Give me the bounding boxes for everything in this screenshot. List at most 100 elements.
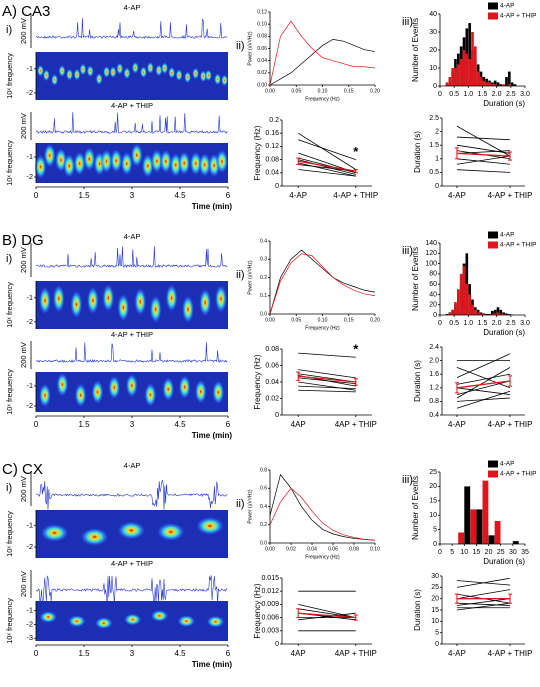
spectrogram-blob [215, 149, 228, 174]
panel-label: i) [6, 24, 12, 36]
legend-label: 4-AP + THIP [500, 242, 536, 249]
y-tick-label: -2 [26, 619, 33, 628]
spectrogram-blob [100, 149, 113, 174]
histogram-bar [502, 312, 505, 315]
legend-label: 4-AP + THIP [500, 13, 536, 20]
y-tick-label: 0 [275, 412, 279, 419]
spectrogram-blob [182, 295, 195, 324]
y-tick-label: -1 [26, 152, 33, 161]
y-tick-label: 0.012 [261, 588, 279, 595]
y-tick-label: 0.12 [265, 143, 279, 150]
paired-line [456, 390, 511, 409]
paired-line [298, 608, 356, 618]
y-tick-label: 0.3 [260, 257, 267, 263]
error-bar [454, 593, 459, 604]
histogram-bar [502, 84, 505, 86]
histogram-bar [499, 313, 503, 315]
x-tick-label: 0.10 [318, 88, 328, 94]
histogram-bar [502, 313, 505, 315]
paired-line [456, 602, 511, 606]
y-tick-label: -2 [26, 401, 33, 410]
legend-label: 4-AP [500, 3, 514, 10]
frequency-label: 10ˣ frequency [5, 369, 14, 415]
paired-line [456, 136, 511, 141]
x-tick-label: 35 [521, 549, 529, 556]
y-tick-label: 140 [425, 240, 437, 247]
y-tick-label: 0.08 [265, 156, 279, 163]
y-tick-label: 20 [429, 302, 437, 309]
y-tick-label: -1 [26, 64, 33, 73]
histogram-bar [493, 309, 497, 315]
frequency-label: 10ˣ frequency [5, 140, 14, 186]
histogram-bar [488, 82, 491, 86]
x-axis-label: Time (min) [192, 431, 233, 440]
spectrum-line [269, 487, 376, 541]
spectrogram-blob [162, 377, 175, 402]
significance-star: * [353, 144, 359, 159]
histogram-bar [457, 64, 460, 86]
y-axis-label: Duration (s) [413, 360, 422, 402]
spectrum-line [269, 249, 376, 315]
histogram-bar [496, 312, 500, 315]
spectrogram-blob [91, 380, 104, 405]
y-tick-label: 20 [429, 483, 437, 490]
histogram-bar [496, 82, 500, 86]
spectrogram-blob [139, 66, 147, 79]
x-tick-label: 3 [130, 191, 135, 200]
y-tick-label: 2.5 [429, 115, 439, 122]
y-tick-label: 2.4 [429, 344, 439, 351]
paired-line [298, 369, 356, 379]
y-tick-label: -1 [26, 381, 33, 390]
histogram-bar [479, 77, 483, 86]
voltage-trace [35, 112, 228, 134]
error-bar [353, 378, 358, 386]
histogram-bar [510, 82, 514, 86]
paired-line [298, 612, 356, 621]
y-tick-label: 0.04 [257, 58, 267, 64]
paired-line [456, 353, 511, 378]
y-tick-label: 2.0 [429, 357, 439, 364]
spectrogram-blob [194, 379, 207, 404]
frequency-label: 10ˣ frequency [5, 53, 14, 99]
y-tick-label: 0.2 [260, 275, 267, 281]
histogram-bar [493, 84, 497, 86]
x-tick-label: 2.0 [492, 91, 502, 98]
paired-line [298, 389, 356, 393]
spectrogram-blob [52, 284, 65, 313]
spectrogram-blob [175, 69, 183, 82]
histogram-bar [491, 84, 494, 86]
voltage-trace [35, 342, 228, 364]
x-tick-label: 4-AP [289, 191, 307, 200]
y-axis-label: Number of Events [411, 476, 420, 540]
scale-label: 200 mV [19, 571, 28, 597]
x-tick-label: 2.5 [506, 91, 516, 98]
x-tick-label: 0.20 [370, 88, 380, 94]
paired-line [456, 602, 511, 611]
x-axis-label: Time (min) [192, 660, 233, 669]
histogram-bar [462, 266, 466, 315]
spectrogram-blob [42, 69, 50, 82]
spectrogram-blob [146, 61, 154, 74]
legend-swatch [488, 231, 498, 239]
y-tick-label: -1 [26, 293, 33, 302]
histogram-bar [482, 80, 486, 86]
mean-line [298, 612, 356, 619]
y-tick-label: 80 [429, 271, 437, 278]
x-tick-label: 4AP + THIP [335, 649, 377, 658]
mean-line [298, 375, 356, 383]
y-tick-label: 0 [435, 183, 439, 190]
spectrogram-blob [161, 62, 169, 75]
y-tick-label: 0.4 [260, 504, 267, 510]
x-tick-label: 6 [226, 420, 231, 429]
legend-swatch [488, 470, 498, 478]
y-tick-label: 0.8 [260, 467, 267, 473]
spectrogram-blob [212, 380, 225, 405]
x-tick-label: 4-AP + THIP [488, 420, 533, 429]
histogram-bar [508, 84, 511, 86]
error-bar [454, 147, 459, 160]
frequency-label: 10ˣ frequency [5, 282, 14, 328]
y-tick-label: 0.08 [257, 34, 267, 40]
mean-line [298, 160, 356, 172]
x-tick-label: 4-AP [448, 191, 466, 200]
error-bar [454, 382, 459, 394]
